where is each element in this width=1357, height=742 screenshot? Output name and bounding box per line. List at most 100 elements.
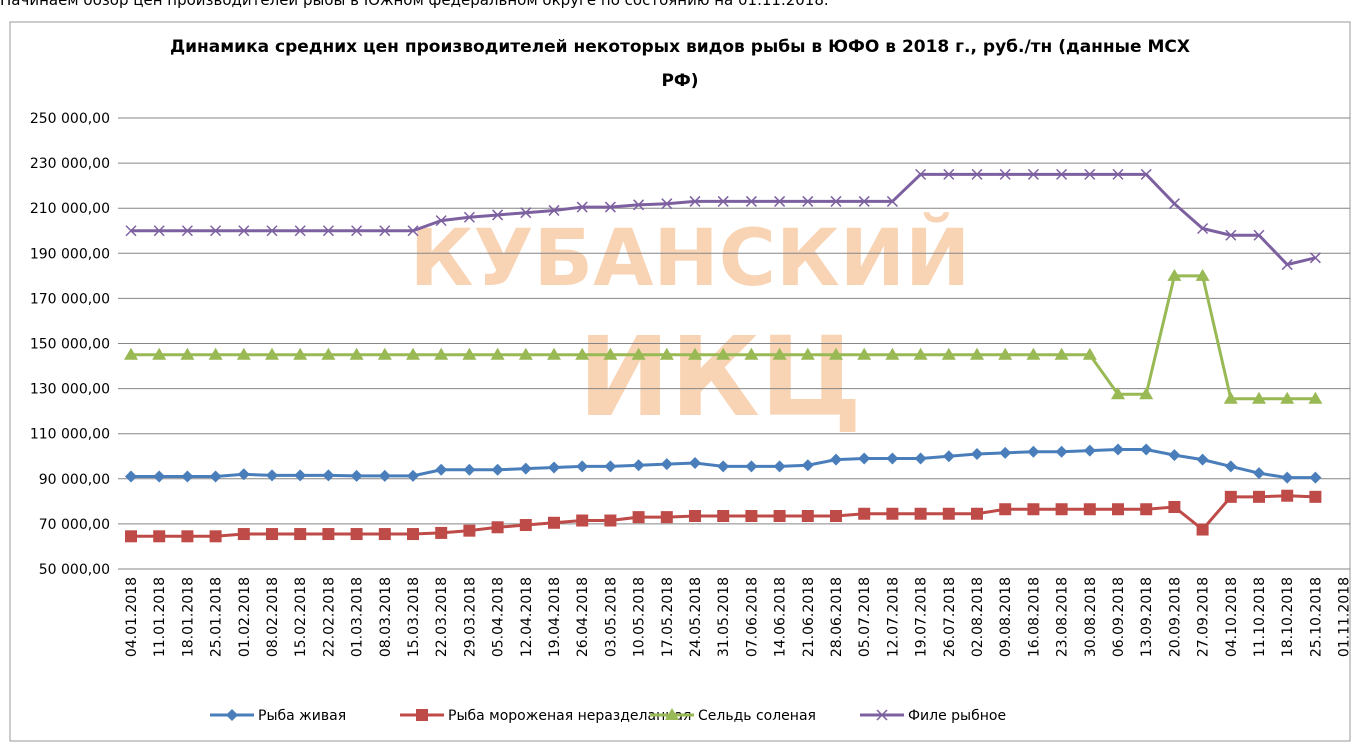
- marker: [1168, 198, 1180, 210]
- marker: [1083, 444, 1096, 457]
- y-tick-label: 190 000,00: [30, 246, 110, 262]
- marker: [999, 168, 1011, 180]
- marker: [942, 507, 955, 520]
- marker: [490, 347, 505, 360]
- marker: [1027, 168, 1039, 180]
- marker: [377, 347, 392, 360]
- marker: [941, 347, 956, 360]
- marker: [321, 347, 336, 360]
- y-tick-label: 50 000,00: [39, 562, 110, 578]
- marker: [266, 528, 278, 541]
- marker: [1252, 391, 1266, 404]
- marker: [801, 510, 814, 523]
- header-text: Начинаем обзор цен производителей рыбы в…: [0, 0, 829, 9]
- watermark: ИКЦ: [578, 313, 862, 441]
- marker: [575, 347, 590, 360]
- x-tick-label: 10.05.2018: [632, 577, 648, 657]
- marker: [1253, 467, 1265, 480]
- marker: [801, 459, 814, 472]
- marker: [322, 528, 335, 541]
- x-tick-label: 11.10.2018: [1252, 577, 1268, 657]
- marker: [886, 452, 899, 465]
- marker: [774, 195, 786, 207]
- marker: [857, 347, 872, 360]
- marker: [876, 709, 888, 721]
- marker: [886, 507, 899, 520]
- marker: [1140, 168, 1152, 180]
- marker: [1111, 387, 1125, 400]
- x-tick-label: 19.04.2018: [547, 577, 563, 657]
- marker: [660, 458, 673, 471]
- marker: [717, 195, 729, 207]
- marker: [181, 470, 194, 483]
- x-tick-label: 01.02.2018: [237, 577, 253, 657]
- marker: [971, 507, 983, 520]
- marker: [153, 225, 165, 237]
- marker: [1027, 445, 1040, 458]
- x-tick-label: 12.04.2018: [519, 577, 535, 657]
- marker: [830, 453, 842, 466]
- marker: [830, 195, 842, 207]
- marker: [632, 511, 645, 524]
- marker: [491, 521, 504, 534]
- x-tick-label: 14.06.2018: [773, 577, 789, 657]
- marker: [293, 347, 308, 360]
- marker: [717, 510, 730, 523]
- x-tick-label: 28.06.2018: [829, 577, 845, 657]
- marker: [181, 530, 194, 543]
- x-tick-label: 04.10.2018: [1224, 577, 1240, 657]
- marker: [829, 347, 843, 360]
- marker: [1281, 259, 1293, 271]
- y-tick-label: 230 000,00: [30, 156, 110, 172]
- x-tick-label: 08.02.2018: [265, 577, 281, 657]
- marker: [226, 709, 238, 721]
- marker: [914, 452, 927, 465]
- x-tick-label: 24.05.2018: [688, 577, 704, 657]
- marker: [661, 198, 673, 210]
- marker: [858, 507, 871, 520]
- marker: [1112, 503, 1124, 516]
- marker: [463, 524, 476, 537]
- marker: [915, 168, 927, 180]
- marker: [519, 462, 532, 475]
- x-tick-label: 29.03.2018: [462, 577, 478, 657]
- marker: [322, 469, 335, 482]
- marker: [1280, 391, 1295, 404]
- marker: [210, 225, 222, 237]
- marker: [1056, 168, 1068, 180]
- marker: [492, 209, 504, 221]
- marker: [548, 461, 560, 474]
- marker: [745, 195, 757, 207]
- marker: [604, 514, 617, 527]
- marker: [1140, 443, 1153, 456]
- marker: [830, 510, 842, 523]
- marker: [378, 469, 391, 482]
- chart-border: [9, 21, 1351, 742]
- marker: [1027, 503, 1040, 516]
- x-tick-label: 11.01.2018: [152, 577, 168, 657]
- marker: [633, 199, 645, 211]
- x-tick-label: 16.08.2018: [1026, 577, 1042, 657]
- marker: [519, 519, 532, 532]
- y-tick-label: 130 000,00: [30, 382, 110, 398]
- marker: [942, 450, 955, 463]
- x-tick-label: 27.09.2018: [1196, 577, 1212, 657]
- marker: [604, 460, 617, 473]
- marker: [266, 469, 278, 482]
- marker: [745, 510, 758, 523]
- marker: [1054, 347, 1069, 360]
- marker: [772, 347, 787, 360]
- marker: [913, 347, 928, 360]
- marker: [350, 528, 363, 541]
- x-tick-label: 22.02.2018: [321, 577, 337, 657]
- marker: [1196, 453, 1209, 466]
- marker: [1083, 503, 1096, 516]
- x-tick-label: 21.06.2018: [801, 577, 817, 657]
- marker: [998, 347, 1013, 360]
- marker: [435, 215, 447, 227]
- marker: [631, 347, 646, 360]
- x-tick-label: 25.01.2018: [209, 577, 225, 657]
- x-tick-label: 01.11.2018: [1337, 577, 1353, 657]
- legend-label: Рыба живая: [258, 708, 346, 724]
